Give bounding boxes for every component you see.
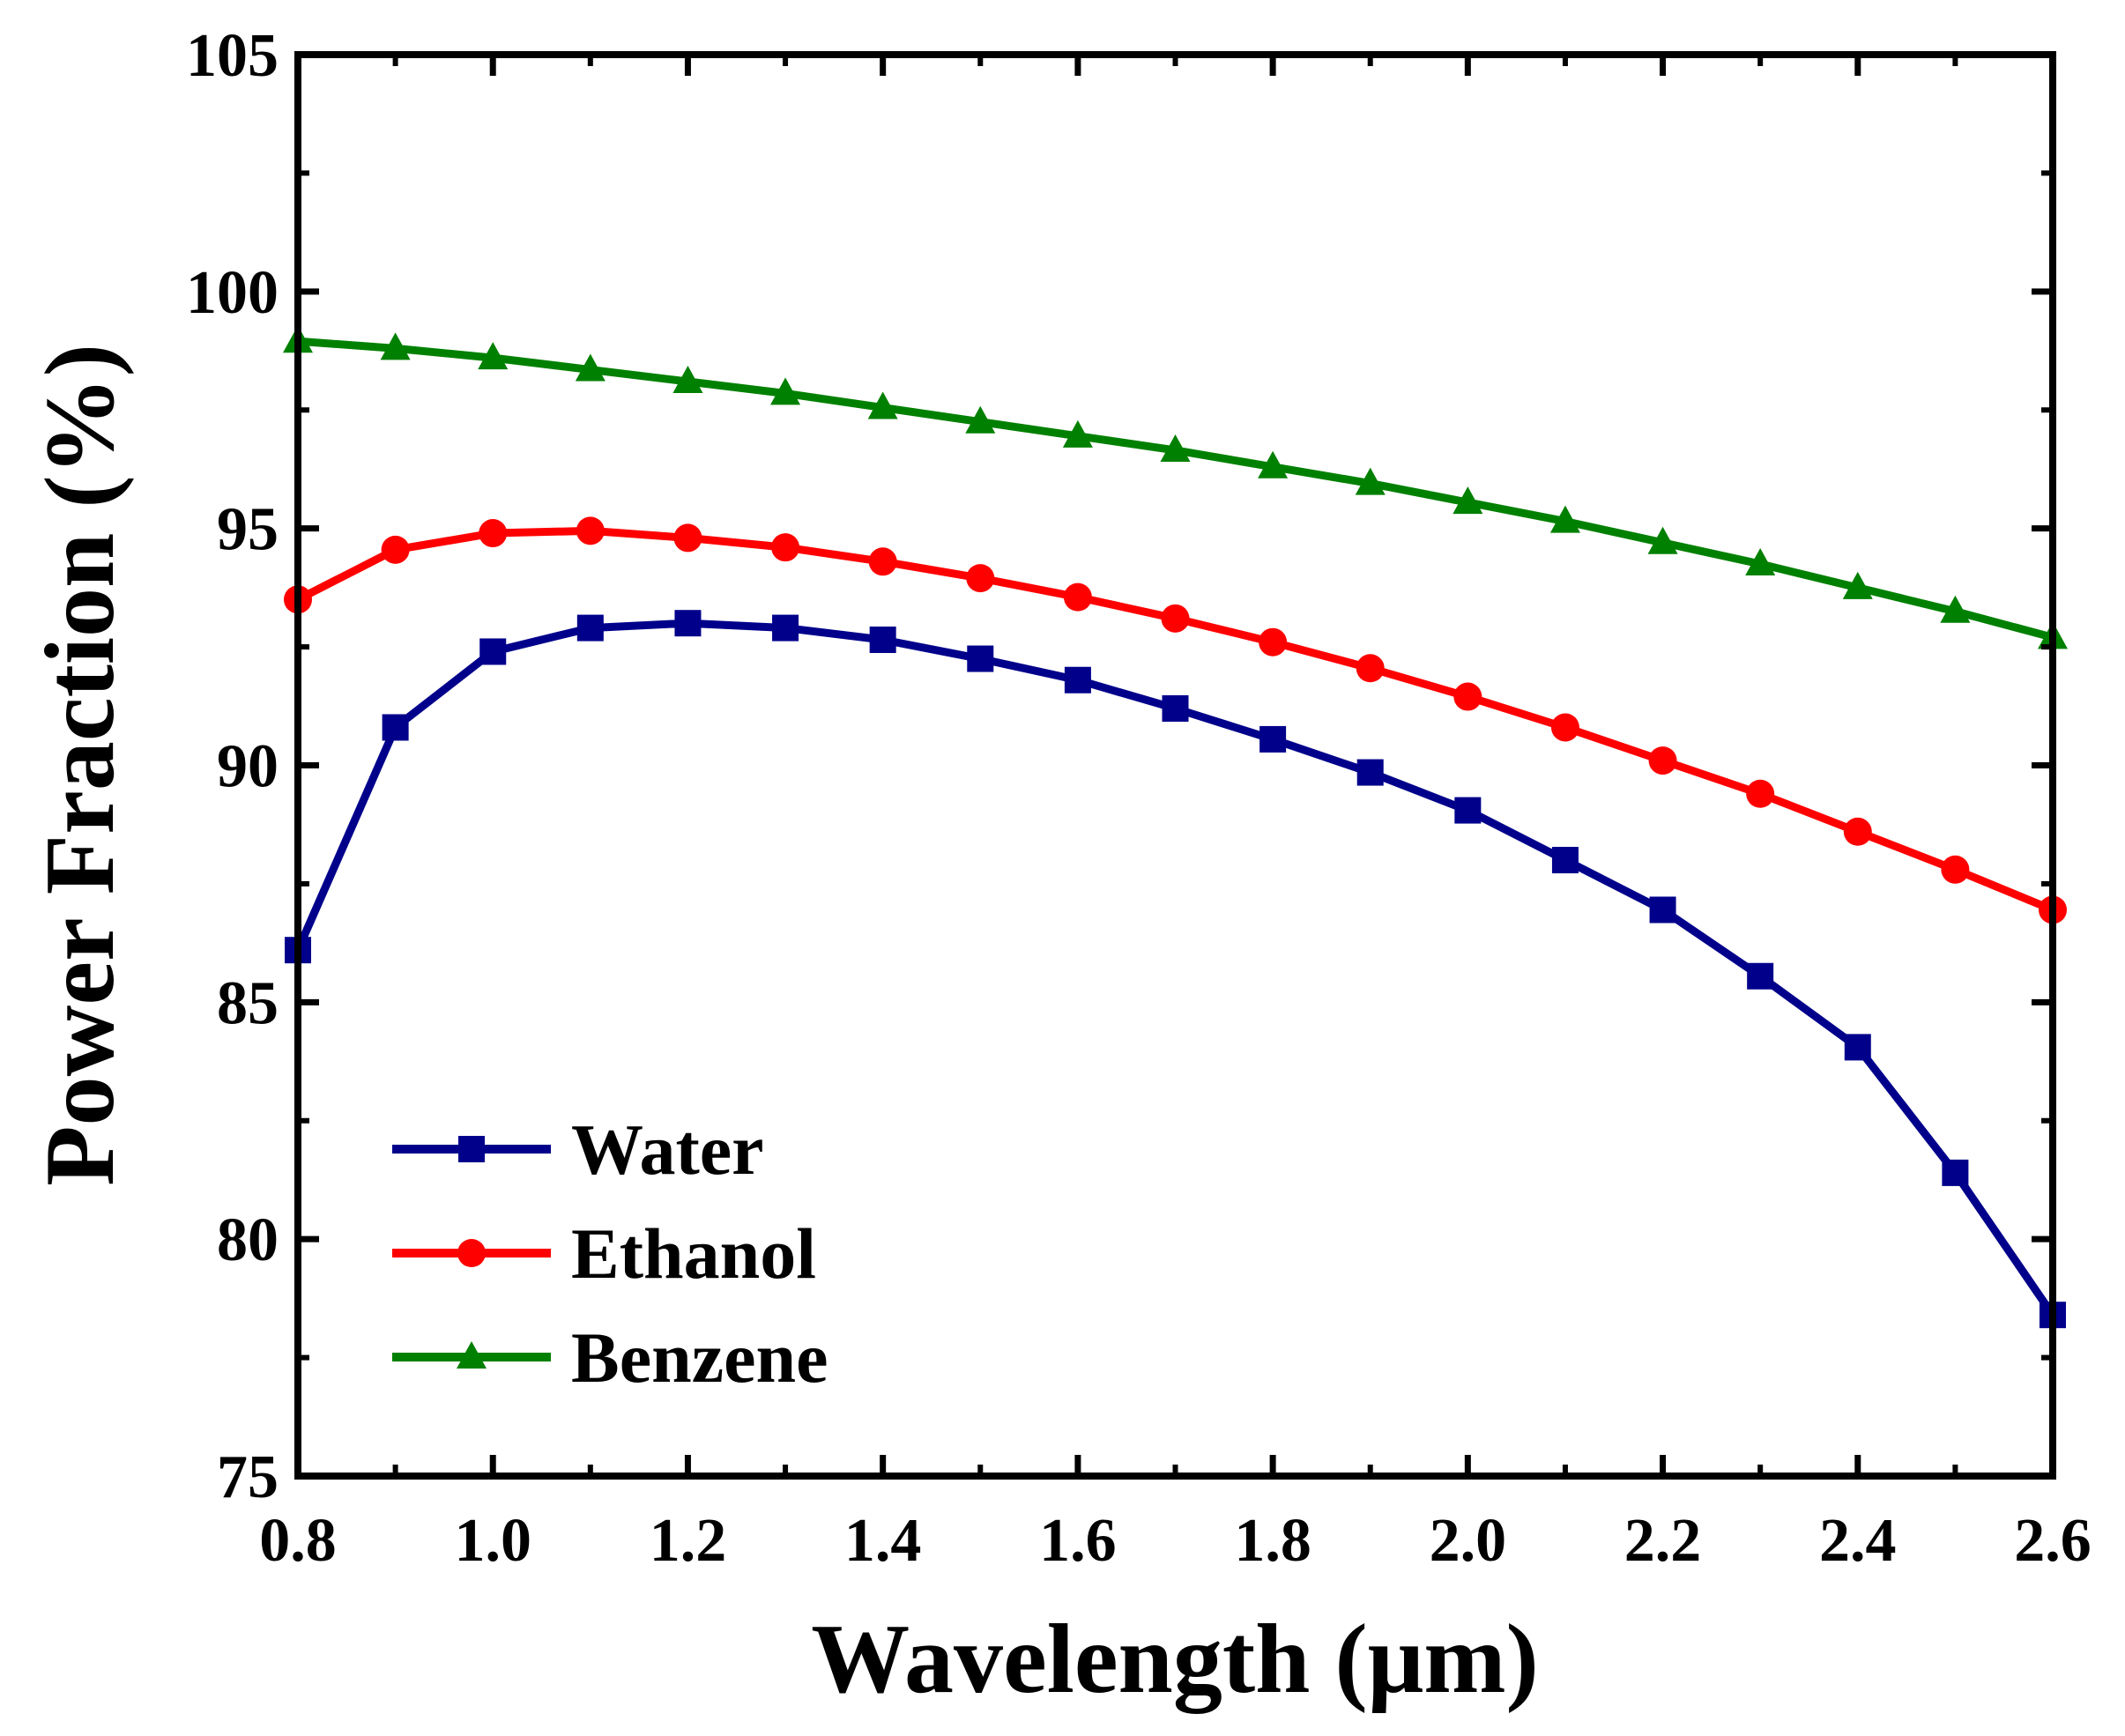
benzene-point <box>1453 486 1483 515</box>
ethanol-point <box>479 519 508 548</box>
legend-marker-water <box>458 1136 485 1162</box>
ethanol-point <box>673 523 702 553</box>
water-point <box>1064 666 1091 694</box>
x-tick-label: 1.8 <box>1234 1507 1311 1575</box>
benzene-point <box>1940 595 1971 623</box>
x-tick-label: 1.0 <box>454 1507 531 1575</box>
benzene-point <box>575 353 606 382</box>
legend-label-benzene: Benzene <box>571 1317 828 1398</box>
water-point <box>1844 1034 1871 1061</box>
benzene-point <box>380 332 411 360</box>
y-tick-label: 100 <box>186 259 279 327</box>
y-tick-label: 85 <box>217 969 279 1037</box>
legend-item-ethanol: Ethanol <box>392 1213 816 1294</box>
y-tick-label: 80 <box>217 1206 279 1274</box>
water-point <box>869 627 896 654</box>
ethanol-point <box>1356 654 1385 683</box>
series-water <box>285 610 2066 1329</box>
x-tick-label: 2.6 <box>2014 1507 2092 1575</box>
x-tick-label: 2.0 <box>1430 1507 1507 1575</box>
legend-item-water: Water <box>392 1109 764 1190</box>
series-layer <box>283 325 2068 1329</box>
ethanol-point <box>381 535 410 564</box>
legend-item-benzene: Benzene <box>392 1317 828 1398</box>
water-point <box>1454 797 1482 824</box>
ethanol-point <box>576 516 605 545</box>
y-tick-label: 95 <box>217 496 279 564</box>
benzene-point <box>1160 434 1191 462</box>
ethanol-point <box>1746 779 1775 808</box>
water-point <box>1356 759 1384 786</box>
ethanol-point <box>1453 682 1482 711</box>
plot-frame <box>294 51 2056 1480</box>
water-point <box>1162 694 1189 722</box>
water-point <box>479 638 507 665</box>
x-tick-label: 1.2 <box>650 1507 727 1575</box>
benzene-point <box>672 365 703 393</box>
benzene-point <box>965 405 996 434</box>
benzene-point <box>1842 571 1873 599</box>
legend: Water Ethanol Benzene <box>392 1109 828 1398</box>
ethanol-point <box>1063 582 1092 612</box>
water-point <box>674 610 702 637</box>
ethanol-point <box>1648 746 1677 775</box>
x-tick-label: 1.4 <box>844 1507 922 1575</box>
water-point <box>1747 962 1774 990</box>
benzene-point <box>1062 419 1093 448</box>
benzene-point <box>478 342 509 370</box>
y-tick-label: 75 <box>217 1443 279 1511</box>
y-tick-label: 90 <box>217 733 279 801</box>
ethanol-point <box>1941 855 1970 884</box>
water-point <box>967 645 994 672</box>
water-point <box>382 714 409 741</box>
benzene-point <box>1355 467 1386 495</box>
benzene-point <box>1549 505 1580 533</box>
x-tick-label: 2.4 <box>1819 1507 1897 1575</box>
ethanol-point <box>1161 604 1190 633</box>
benzene-point <box>867 391 898 419</box>
y-axis-title: Power Fraction (%) <box>26 344 135 1186</box>
legend-marker-benzene <box>457 1341 487 1369</box>
legend-label-ethanol: Ethanol <box>571 1213 816 1294</box>
ethanol-point <box>771 533 800 562</box>
ethanol-point <box>1550 713 1579 742</box>
x-tick-label: 0.8 <box>259 1507 337 1575</box>
water-point <box>1942 1159 1969 1186</box>
legend-label-water: Water <box>571 1109 764 1190</box>
x-axis-title: Wavelength (μm) <box>811 1605 1539 1714</box>
legend-marker-ethanol <box>457 1239 486 1267</box>
ethanol-point <box>868 547 897 576</box>
benzene-point <box>1258 450 1289 479</box>
series-ethanol <box>284 516 2067 924</box>
water-point <box>576 614 604 642</box>
benzene-point <box>1647 526 1678 554</box>
x-tick-label: 1.6 <box>1039 1507 1117 1575</box>
ethanol-point <box>1259 627 1288 657</box>
benzene-line <box>297 337 2054 642</box>
x-tick-label: 2.2 <box>1624 1507 1702 1575</box>
benzene-point <box>1745 547 1776 575</box>
water-point <box>1259 725 1287 753</box>
benzene-point <box>770 377 801 405</box>
water-point <box>772 614 799 642</box>
ethanol-point <box>1843 817 1872 846</box>
ethanol-point <box>966 564 995 593</box>
series-benzene <box>283 325 2068 649</box>
water-point <box>1551 847 1579 874</box>
water-point <box>1649 896 1676 924</box>
ticks-layer: 0.8 1.0 1.2 1.4 1.6 1.8 2.0 2.2 2.4 2.6 75 80 85 90 95… <box>186 22 2092 1575</box>
y-tick-label: 105 <box>186 22 279 90</box>
water-line <box>293 619 2056 1317</box>
